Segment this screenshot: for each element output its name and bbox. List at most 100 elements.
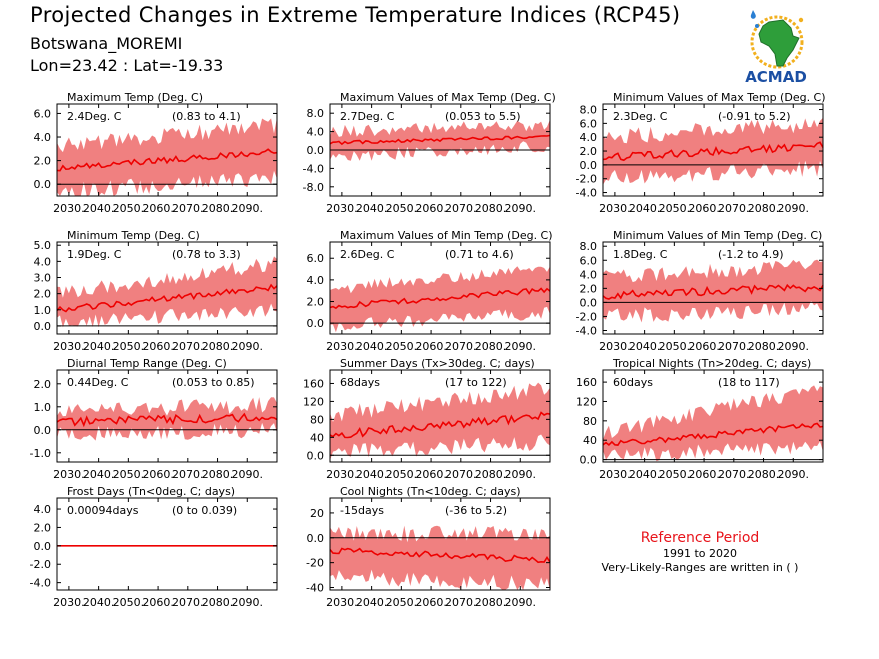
likely-range-band [330, 525, 550, 590]
chart-panel-1: 6.0 4.0 2.0 0.02030.2040.2050.2060.2070.208… [34, 91, 278, 215]
y-tick-label: 2.0 [580, 145, 598, 158]
plot-frame [56, 497, 278, 591]
x-tick-label: 2090. [778, 340, 810, 353]
x-tick-label: 2050. [659, 202, 691, 215]
change-value: 1.9Deg. C [67, 248, 122, 261]
x-tick-label: 2080. [748, 202, 780, 215]
likely-range-band [57, 397, 277, 441]
likely-range-value: (0.78 to 3.3) [172, 248, 241, 261]
x-tick-label: 2030. [326, 202, 358, 215]
x-tick-label: 2090. [232, 340, 264, 353]
chart-panel-3: 8.06.04.02.00.0-2.0-4.02030.2040.2050.20… [576, 91, 826, 215]
x-tick-label: 2080. [475, 468, 507, 481]
chart-panel-11: 20 0.0 -20 -402030.2040.2050.2060.2070.2080… [306, 485, 551, 609]
median-line [56, 148, 278, 172]
x-tick-label: 2060. [415, 340, 447, 353]
y-tick-label: 3.0 [34, 272, 52, 285]
chart-title: Diurnal Temp Range (Deg. C) [67, 357, 227, 370]
x-tick-label: 2060. [142, 340, 174, 353]
x-tick-label: 2040. [83, 468, 115, 481]
x-tick-label: 2050. [386, 202, 418, 215]
y-tick-label: 0.0 [34, 178, 52, 191]
likely-range-value: (-36 to 5.2) [445, 504, 507, 517]
chart-title: Minimum Values of Min Temp (Deg. C) [613, 229, 822, 242]
change-value: 68days [340, 376, 380, 389]
change-value: 1.8Deg. C [613, 248, 668, 261]
likely-range-band [57, 117, 277, 196]
x-tick-label: 2030. [326, 468, 358, 481]
y-tick-label: -2.0 [576, 173, 597, 186]
x-tick-label: 2080. [202, 340, 234, 353]
y-tick-label: 8.0 [307, 107, 325, 120]
y-tick-label: -20 [306, 557, 324, 570]
median-line [329, 411, 551, 439]
likely-range-band [603, 259, 823, 323]
plot-frame [329, 497, 551, 591]
median-line [329, 287, 551, 310]
median-line [56, 412, 278, 428]
x-tick-label: 2080. [202, 596, 234, 609]
plot-frame [602, 369, 824, 463]
x-tick-label: 2040. [356, 340, 388, 353]
likely-range-band [57, 256, 277, 328]
x-tick-label: 2060. [142, 596, 174, 609]
x-tick-label: 2080. [475, 340, 507, 353]
y-tick-label: 4.0 [34, 131, 52, 144]
y-tick-label: -2.0 [30, 558, 51, 571]
x-tick-label: 2060. [415, 202, 447, 215]
change-value: 2.7Deg. C [340, 110, 395, 123]
x-tick-label: 2040. [629, 340, 661, 353]
median-line [329, 547, 551, 564]
acmad-africa-logo-icon [750, 10, 804, 69]
change-value: 0.44Deg. C [67, 376, 129, 389]
likely-range-band [603, 385, 823, 462]
x-tick-label: 2030. [599, 202, 631, 215]
likely-range-value: (0.053 to 0.85) [172, 376, 255, 389]
x-tick-label: 2030. [326, 596, 358, 609]
x-tick-label: 2070. [172, 340, 204, 353]
y-tick-label: 80 [310, 413, 324, 426]
x-tick-label: 2080. [202, 202, 234, 215]
x-tick-label: 2040. [83, 596, 115, 609]
likely-range-band [603, 117, 823, 185]
y-tick-label: -8.0 [303, 181, 324, 194]
median-line [56, 283, 278, 313]
x-tick-label: 2080. [475, 202, 507, 215]
y-tick-label: 0.0 [307, 317, 325, 330]
y-tick-label: 8.0 [580, 240, 598, 253]
reference-period-title: Reference Period [640, 530, 760, 546]
y-tick-label: 0.0 [307, 144, 325, 157]
change-value: 2.6Deg. C [340, 248, 395, 261]
x-tick-label: 2070. [718, 202, 750, 215]
chart-panel-4: 5.04.03.02.01.00.02030.2040.2050.2060.20… [34, 229, 278, 353]
x-tick-label: 2060. [688, 340, 720, 353]
likely-range-band [330, 382, 550, 461]
x-tick-label: 2030. [53, 340, 85, 353]
chart-title: Cool Nights (Tn<10deg. C; days) [340, 485, 521, 498]
x-tick-label: 2090. [232, 596, 264, 609]
acmad-logo-text: ACMAD [745, 68, 807, 86]
chart-title: Minimum Values of Max Temp (Deg. C) [613, 91, 826, 104]
chart-title: Tropical Nights (Tn>20deg. C; days) [612, 357, 811, 370]
x-tick-label: 2070. [718, 340, 750, 353]
x-tick-label: 2090. [505, 468, 537, 481]
y-tick-label: 0.0 [34, 320, 52, 333]
x-tick-label: 2060. [688, 202, 720, 215]
x-tick-label: 2090. [232, 468, 264, 481]
y-tick-label: 2.0 [580, 282, 598, 295]
y-tick-label: 4.0 [34, 255, 52, 268]
x-tick-label: 2050. [386, 468, 418, 481]
likely-range-value: (-1.2 to 4.9) [718, 248, 784, 261]
y-tick-label: 1.0 [34, 401, 52, 414]
y-tick-label: 2.0 [307, 296, 325, 309]
plot-frame [329, 369, 551, 463]
y-tick-label: 120 [303, 395, 324, 408]
x-tick-label: 2030. [326, 340, 358, 353]
x-tick-label: 2060. [415, 468, 447, 481]
x-tick-label: 2070. [172, 596, 204, 609]
y-tick-label: 2.0 [34, 521, 52, 534]
y-tick-label: 0.0 [580, 454, 598, 467]
very-likely-range-note: Very-Likely-Ranges are written in ( ) [601, 561, 799, 574]
y-tick-label: -4.0 [303, 162, 324, 175]
